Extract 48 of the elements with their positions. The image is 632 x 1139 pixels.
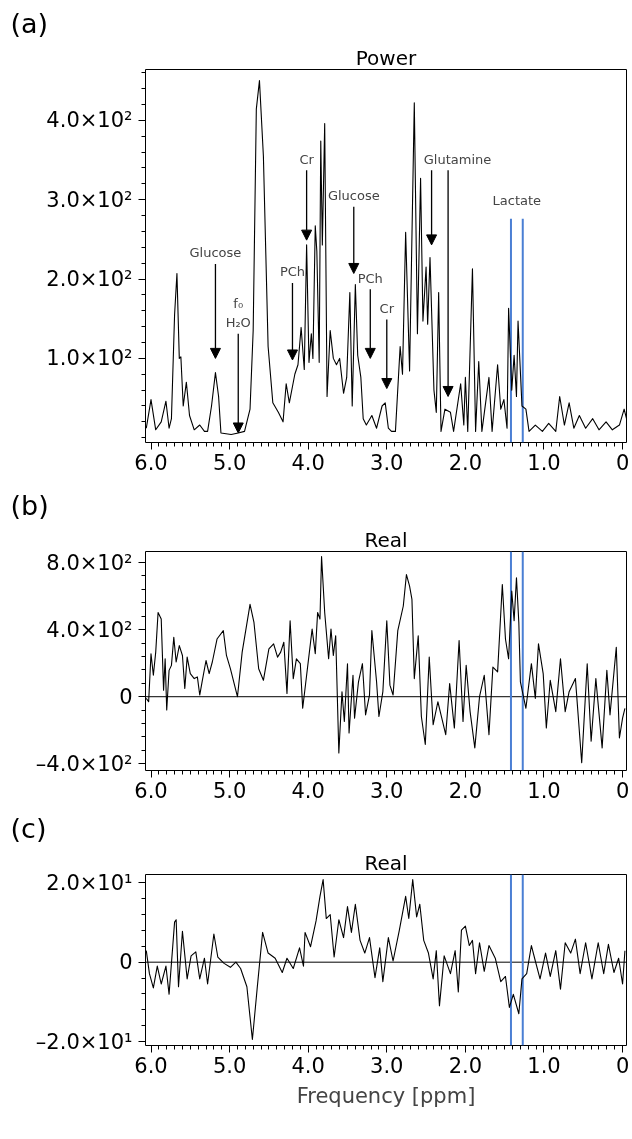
annotation: PCh bbox=[357, 270, 383, 286]
x-tick-label: 6.0 bbox=[134, 450, 168, 475]
x-axis-title: Frequency [ppm] bbox=[296, 1083, 476, 1108]
chart-title: Real bbox=[364, 527, 408, 552]
x-tick-label: 0 bbox=[615, 778, 630, 803]
text: (c) bbox=[10, 812, 47, 844]
y-tick-label: 0 bbox=[119, 684, 133, 709]
chart-title: Real bbox=[364, 850, 408, 875]
text: (b) bbox=[10, 489, 49, 521]
y-tick-label: 4.0×10² bbox=[46, 108, 133, 133]
chart-title: Power bbox=[355, 45, 418, 70]
x-tick-label: 5.0 bbox=[212, 450, 247, 475]
x-tick-label: 3.0 bbox=[370, 1053, 404, 1078]
ref-line-label: Lactate bbox=[492, 192, 542, 208]
x-tick-label: 0 bbox=[615, 1053, 630, 1078]
x-tick-label: 5.0 bbox=[212, 778, 247, 803]
x-tick-label: 2.0 bbox=[448, 450, 483, 475]
y-tick-label: 0 bbox=[119, 950, 133, 975]
x-tick-label: 2.0 bbox=[448, 1053, 483, 1078]
annotation: PCh bbox=[279, 264, 306, 280]
x-tick-label: 2.0 bbox=[448, 778, 483, 803]
x-tick-label: 6.0 bbox=[134, 1053, 168, 1078]
annotation: f₀ H₂O bbox=[225, 295, 251, 331]
x-tick-label: 5.0 bbox=[212, 1053, 247, 1078]
y-tick-label: 8.0×10² bbox=[46, 550, 133, 575]
y-tick-label: 3.0×10² bbox=[46, 187, 133, 212]
y-tick-label: –2.0×10¹ bbox=[35, 1029, 133, 1054]
annotation: Glucose bbox=[327, 188, 380, 204]
x-tick-label: 1.0 bbox=[527, 450, 561, 475]
annotation: Cr bbox=[379, 300, 395, 316]
x-tick-label: 1.0 bbox=[527, 1053, 561, 1078]
text: (a) bbox=[10, 7, 49, 39]
y-tick-label: 2.0×10² bbox=[46, 267, 133, 292]
x-tick-label: 3.0 bbox=[370, 450, 404, 475]
annotation: Glucose bbox=[189, 245, 242, 261]
y-tick-label: 2.0×10¹ bbox=[46, 870, 133, 895]
x-tick-label: 0 bbox=[615, 450, 630, 475]
annotation: Glutamine bbox=[423, 151, 492, 167]
x-tick-label: 6.0 bbox=[134, 778, 168, 803]
x-tick-label: 3.0 bbox=[370, 778, 404, 803]
x-tick-label: 1.0 bbox=[527, 778, 561, 803]
annotation: Cr bbox=[299, 151, 315, 167]
y-tick-label: 1.0×10² bbox=[46, 346, 133, 371]
x-tick-label: 4.0 bbox=[291, 1053, 325, 1078]
x-tick-label: 4.0 bbox=[291, 778, 325, 803]
y-tick-label: 4.0×10² bbox=[46, 617, 133, 642]
x-tick-label: 4.0 bbox=[291, 450, 325, 475]
y-tick-label: –4.0×10² bbox=[35, 751, 133, 776]
